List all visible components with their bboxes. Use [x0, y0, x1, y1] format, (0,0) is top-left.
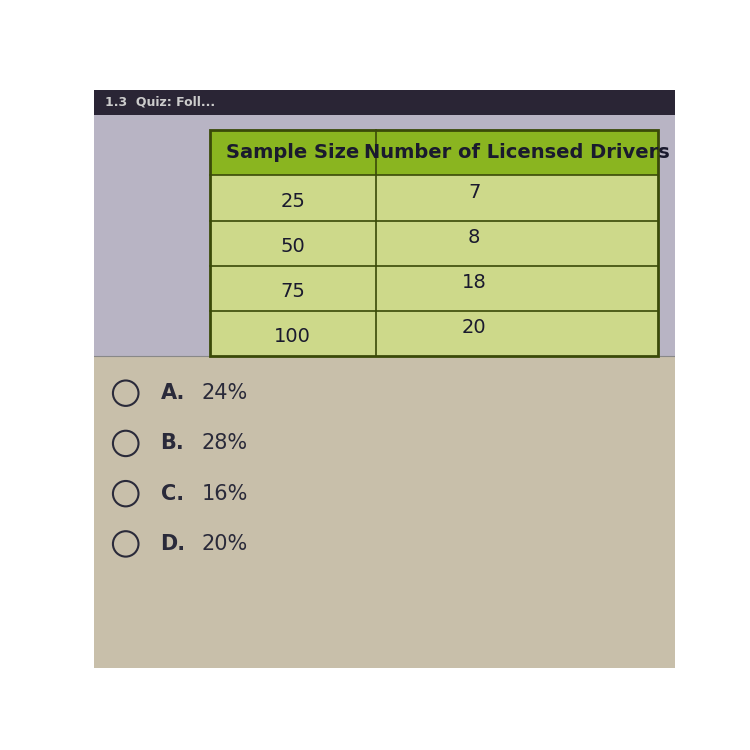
Text: 8: 8	[468, 228, 481, 248]
Text: 28%: 28%	[201, 433, 248, 454]
Text: 24%: 24%	[201, 383, 248, 404]
Bar	[210, 220, 658, 266]
Bar	[94, 90, 675, 356]
Text: 18: 18	[462, 273, 487, 292]
Bar	[94, 356, 675, 668]
Text: 100: 100	[274, 327, 311, 346]
Bar	[210, 130, 658, 356]
Bar	[210, 310, 658, 356]
Text: 75: 75	[280, 282, 305, 302]
Bar	[210, 176, 658, 220]
Text: D.: D.	[160, 534, 186, 554]
Text: 1.3  Quiz: Foll...: 1.3 Quiz: Foll...	[105, 96, 215, 109]
Bar	[210, 266, 658, 310]
Text: 50: 50	[280, 237, 305, 256]
Text: 16%: 16%	[201, 484, 248, 504]
Text: Sample Size: Sample Size	[226, 143, 359, 163]
Text: 7: 7	[468, 183, 481, 202]
Bar	[94, 90, 675, 115]
Text: A.: A.	[160, 383, 185, 404]
Text: 20: 20	[462, 318, 487, 338]
Text: C.: C.	[160, 484, 184, 504]
Text: B.: B.	[160, 433, 184, 454]
Text: 25: 25	[280, 192, 305, 211]
Text: Number of Licensed Drivers: Number of Licensed Drivers	[364, 143, 670, 163]
Text: 20%: 20%	[201, 534, 248, 554]
Bar	[210, 130, 658, 176]
